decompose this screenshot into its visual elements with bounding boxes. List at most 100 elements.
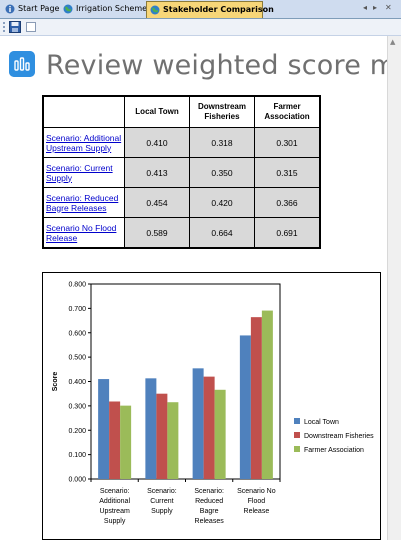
y-tick-label: 0.800 <box>68 282 86 289</box>
scroll-up-icon[interactable]: ▲ <box>390 38 396 46</box>
tab-irrigation-schemes[interactable]: Irrigation Schemes <box>60 1 151 17</box>
scenario-link[interactable]: Scenario No Flood Release <box>46 222 117 243</box>
vertical-scrollbar[interactable]: ▲ <box>387 36 401 540</box>
score-cell: 0.691 <box>254 217 321 249</box>
column-header: Downstream Fisheries <box>189 95 255 128</box>
score-cell: 0.301 <box>254 127 321 158</box>
legend-entry: Local Town <box>304 419 339 426</box>
x-category-label: Scenario No <box>237 488 276 495</box>
toolbar-grip[interactable] <box>3 22 7 32</box>
y-tick-label: 0.500 <box>68 355 86 362</box>
legend-swatch <box>294 446 300 452</box>
scenario-link[interactable]: Scenario: Current Supply <box>46 162 113 183</box>
legend-entry: Downstream Fisheries <box>304 433 374 440</box>
x-category-label: Supply <box>104 518 126 525</box>
x-category-label: Release <box>244 508 270 515</box>
table-corner-cell <box>42 95 125 128</box>
y-tick-label: 0.200 <box>68 428 86 435</box>
blank-doc-icon[interactable] <box>25 21 37 33</box>
close-icon[interactable]: ✕ <box>385 3 392 12</box>
chart-bar <box>261 310 273 479</box>
scenario-cell: Scenario: Reduced Bagre Releases <box>42 187 125 218</box>
globe-icon <box>150 5 160 15</box>
document-tab-strip: Start Page Irrigation Schemes Stakeholde… <box>0 0 401 19</box>
globe-icon <box>63 4 73 14</box>
legend-swatch <box>294 432 300 438</box>
tab-scroll-left-icon[interactable]: ◂ <box>363 3 368 12</box>
chart-bar <box>98 379 110 479</box>
chart-bar <box>145 378 157 479</box>
tab-stakeholder-comparison[interactable]: Stakeholder Comparison <box>146 1 274 18</box>
column-header-line: Farmer <box>273 102 301 111</box>
x-category-label: Flood <box>248 498 266 505</box>
x-category-label: Bagre <box>200 508 219 515</box>
chart-bar <box>214 389 226 479</box>
table-row: Scenario No Flood Release 0.589 0.664 0.691 <box>42 217 321 249</box>
score-cell: 0.420 <box>189 187 255 218</box>
table-body: Scenario: Additional Upstream Supply 0.41… <box>42 127 321 249</box>
score-cell: 0.315 <box>254 157 321 188</box>
scenario-cell: Scenario No Flood Release <box>42 217 125 249</box>
table-row: Scenario: Reduced Bagre Releases 0.454 0.4… <box>42 187 321 218</box>
scenario-link[interactable]: Scenario: Reduced Bagre Releases <box>46 192 119 213</box>
x-category-label: Supply <box>151 508 173 515</box>
chart-bar <box>120 405 132 479</box>
table-row: Scenario: Current Supply 0.413 0.350 0.315 <box>42 157 321 188</box>
tab-label: Irrigation Schemes <box>76 4 152 13</box>
chart-bar <box>250 317 262 479</box>
score-cell: 0.366 <box>254 187 321 218</box>
save-icon[interactable] <box>9 21 21 33</box>
bar-chart-icon <box>9 51 35 77</box>
toolbar <box>0 19 401 36</box>
y-tick-label: 0.400 <box>68 379 86 386</box>
info-icon <box>5 4 15 14</box>
score-chart: 0.000 0.100 0.200 0.300 0.400 0.500 0.600 0.700… <box>42 272 381 540</box>
chart-bar <box>203 376 215 479</box>
x-category-label: Additional <box>99 498 130 505</box>
score-cell: 0.413 <box>124 157 190 188</box>
x-category-label: Scenario: <box>194 488 224 495</box>
column-header: Farmer Association <box>254 95 321 128</box>
y-tick-label: 0.000 <box>68 477 86 484</box>
x-category-label: Reduced <box>195 498 223 505</box>
y-tick-label: 0.600 <box>68 330 86 337</box>
x-category-label: Scenario: <box>147 488 177 495</box>
x-category-label: Current <box>150 498 173 505</box>
x-category-label: Upstream <box>99 508 130 515</box>
tab-scroll-right-icon[interactable]: ▸ <box>373 3 378 12</box>
y-tick-label: 0.700 <box>68 306 86 313</box>
chart-bar <box>192 368 204 479</box>
score-cell: 0.454 <box>124 187 190 218</box>
scenario-link[interactable]: Scenario: Additional Upstream Supply <box>46 132 122 153</box>
table-row: Scenario: Additional Upstream Supply 0.41… <box>42 127 321 158</box>
tab-start-page[interactable]: Start Page <box>2 1 60 17</box>
score-cell: 0.589 <box>124 217 190 249</box>
score-cell: 0.350 <box>189 157 255 188</box>
legend-entry: Farmer Association <box>304 447 364 454</box>
chart-bar <box>156 393 168 479</box>
chart-canvas: 0.000 0.100 0.200 0.300 0.400 0.500 0.600 0.700… <box>52 282 374 526</box>
tab-label: Stakeholder Comparison <box>163 5 274 14</box>
legend-swatch <box>294 418 300 424</box>
score-table: Local Town Downstream Fisheries Farmer Ass… <box>42 95 321 249</box>
chart-bar <box>239 335 251 479</box>
document-content: Review weighted score matr Local Town Do… <box>0 36 387 540</box>
y-axis-label: Score <box>52 372 59 392</box>
column-header-line: Fisheries <box>204 112 240 121</box>
score-cell: 0.318 <box>189 127 255 158</box>
scenario-cell: Scenario: Current Supply <box>42 157 125 188</box>
page-title: Review weighted score matr <box>46 50 387 81</box>
scenario-cell: Scenario: Additional Upstream Supply <box>42 127 125 158</box>
chart-bar <box>167 402 179 479</box>
score-cell: 0.664 <box>189 217 255 249</box>
column-header-line: Association <box>264 112 310 121</box>
y-tick-label: 0.100 <box>68 452 86 459</box>
column-header-line: Downstream <box>197 102 246 111</box>
score-cell: 0.410 <box>124 127 190 158</box>
chart-bar <box>109 401 121 479</box>
x-category-label: Releases <box>195 518 225 525</box>
y-tick-label: 0.300 <box>68 403 86 410</box>
column-header: Local Town <box>124 95 190 128</box>
table-header-row: Local Town Downstream Fisheries Farmer Ass… <box>42 95 321 128</box>
tab-label: Start Page <box>18 4 60 13</box>
